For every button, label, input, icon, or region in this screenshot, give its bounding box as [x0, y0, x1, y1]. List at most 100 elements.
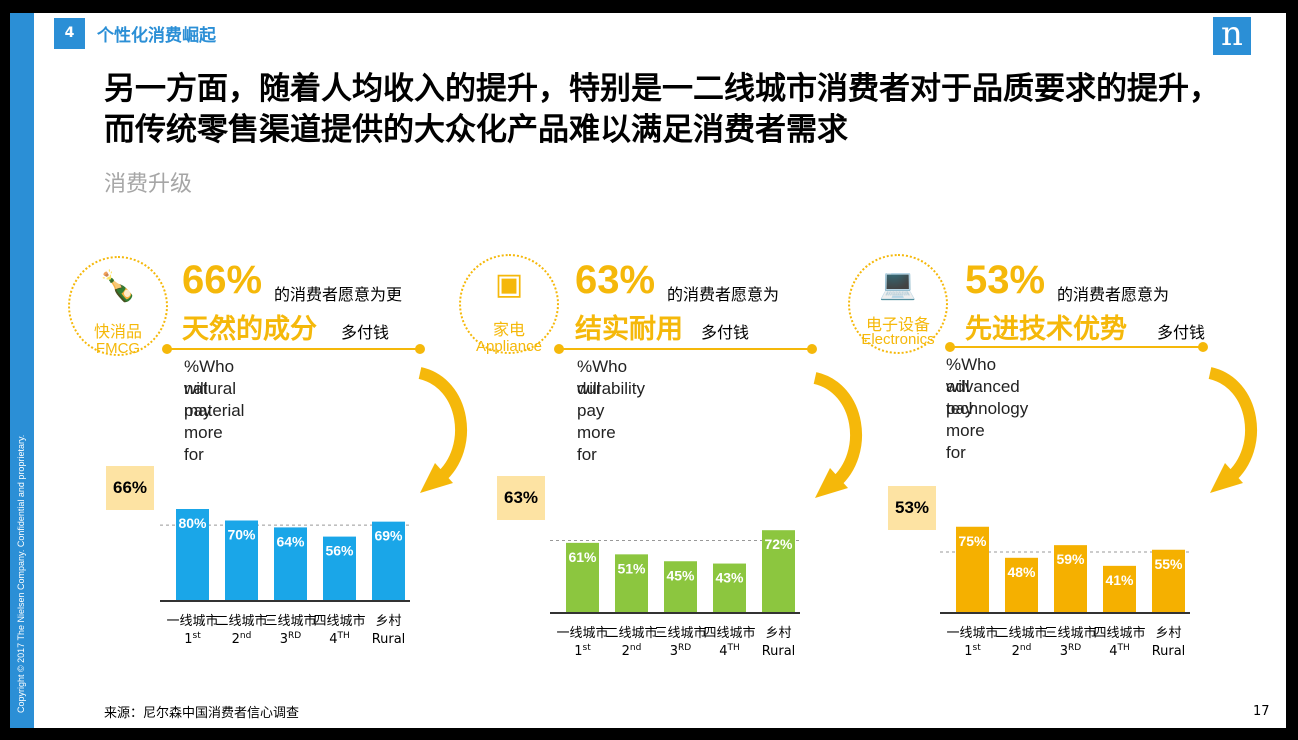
- text-post: 多付钱: [1157, 323, 1206, 342]
- bar: [762, 530, 795, 613]
- bar: [1103, 565, 1136, 613]
- curved-arrow-icon: [1208, 367, 1257, 493]
- category-en-label: 4TH: [329, 631, 350, 647]
- category-circle: [459, 254, 559, 354]
- category-en-label: 1st: [574, 643, 591, 659]
- category-en-label: 2nd: [622, 643, 642, 659]
- bar-value-label: 80%: [178, 515, 207, 531]
- bar: [1054, 545, 1087, 613]
- category-label: 乡村: [375, 614, 401, 629]
- separator-dot: [415, 344, 425, 354]
- category-zh: 快消品: [93, 322, 142, 341]
- category-en-label: 4TH: [719, 643, 740, 659]
- bar-value-label: 70%: [227, 527, 256, 543]
- separator-dot: [162, 344, 172, 354]
- section-title: 个性化消费崛起: [97, 26, 216, 46]
- separator-dot: [945, 342, 955, 352]
- separator-line: [557, 348, 812, 350]
- separator-dot: [807, 344, 817, 354]
- category-en-label: 1st: [184, 631, 201, 647]
- ordinal-suffix: st: [973, 643, 982, 653]
- desc-line-2: natural material: [184, 379, 245, 420]
- bar: [176, 509, 209, 601]
- bar-value-label: 51%: [617, 560, 646, 576]
- category-zh: 家电: [492, 320, 525, 339]
- average-box: 66%: [106, 466, 154, 510]
- category-label: 二线城市: [215, 613, 267, 629]
- average-box: 53%: [888, 486, 936, 530]
- bar-value-label: 45%: [666, 567, 695, 583]
- category-label: 三线城市: [1044, 625, 1096, 641]
- ordinal-suffix: RD: [678, 643, 691, 653]
- bar-value-label: 56%: [325, 543, 354, 559]
- category-en-label: Rural: [762, 644, 796, 659]
- text-pre: 的消费者愿意为: [1057, 285, 1170, 304]
- category-label: 四线城市: [703, 625, 755, 641]
- panel-electronics: 💻 电子设备 Electronics 53% 的消费者愿意为 先进技术优势 多付…: [10, 13, 1257, 659]
- category-label: 一线城市: [946, 625, 998, 641]
- average-box: 63%: [497, 476, 545, 520]
- headline: 另一方面，随着人均收入的提升，特别是一二线城市消费者对于品质要求的提升，而传统零…: [104, 71, 1220, 148]
- desc-line-1: %Who will pay more for: [577, 357, 628, 464]
- text-pre: 的消费者愿意为更: [274, 285, 403, 304]
- big-percent: 66%: [182, 258, 263, 302]
- category-label: 二线城市: [995, 625, 1047, 641]
- category-label: 乡村: [765, 626, 791, 641]
- bar-value-label: 55%: [1154, 556, 1183, 572]
- category-en: FMCG: [95, 340, 141, 357]
- category-en-label: 1st: [964, 643, 981, 659]
- ordinal-suffix: RD: [1068, 643, 1081, 653]
- category-en-label: 3RD: [670, 643, 692, 659]
- separator-line: [948, 346, 1203, 348]
- category-label: 四线城市: [313, 613, 365, 629]
- bar: [664, 561, 697, 613]
- category-en: Electronics: [861, 331, 935, 348]
- separator-dot: [554, 344, 564, 354]
- separator-line: [165, 348, 420, 350]
- separator-dot: [1198, 342, 1208, 352]
- bar-value-label: 41%: [1105, 572, 1134, 588]
- category-zh: 电子设备: [865, 315, 930, 334]
- text-post: 多付钱: [341, 323, 390, 342]
- bar: [615, 554, 648, 613]
- bar: [713, 563, 746, 613]
- big-percent: 53%: [965, 258, 1046, 302]
- laptop-icon: 💻: [879, 267, 917, 302]
- attribute-text: 先进技术优势: [965, 314, 1127, 345]
- desc-line-1: %Who will pay more for: [946, 355, 997, 462]
- bar: [1152, 549, 1185, 613]
- category-en-label: 4TH: [1109, 643, 1130, 659]
- category-label: 乡村: [1155, 626, 1181, 641]
- ordinal-suffix: RD: [288, 631, 301, 641]
- bar: [274, 527, 307, 601]
- ordinal-suffix: nd: [240, 631, 251, 641]
- panel-fmcg: 🍾 快消品 FMCG 66% 的消费者愿意为更 天然的成分 多付钱 %Who w…: [10, 13, 467, 647]
- left-strip: Copyright © 2017 The Nielsen Company. Co…: [10, 13, 34, 728]
- bar: [225, 520, 258, 601]
- text-pre: 的消费者愿意为: [667, 285, 780, 304]
- bottles-icon: 🍾: [99, 269, 137, 304]
- category-en-label: Rural: [1152, 644, 1186, 659]
- section-number: 4: [54, 18, 85, 49]
- bar-value-label: 72%: [764, 536, 793, 552]
- category-label: 三线城市: [264, 613, 316, 629]
- attribute-text: 天然的成分: [182, 314, 317, 345]
- bar-value-label: 75%: [958, 533, 987, 549]
- text-post: 多付钱: [701, 323, 750, 342]
- curved-arrow-icon: [813, 372, 862, 498]
- bar: [566, 542, 599, 613]
- category-label: 三线城市: [654, 625, 706, 641]
- category-label: 一线城市: [556, 625, 608, 641]
- ordinal-suffix: st: [193, 631, 202, 641]
- bar-value-label: 59%: [1056, 551, 1085, 567]
- desc-line-2: advanced technology: [946, 377, 1029, 418]
- nielsen-logo: n: [1213, 17, 1251, 55]
- bar-value-label: 64%: [276, 533, 305, 549]
- category-label: 一线城市: [166, 613, 218, 629]
- washing-machine-icon: ▣: [494, 267, 524, 302]
- bar-value-label: 48%: [1007, 564, 1036, 580]
- bar: [323, 536, 356, 601]
- ordinal-suffix: TH: [1117, 643, 1130, 653]
- page-number: 17: [1253, 704, 1270, 719]
- ordinal-suffix: nd: [1020, 643, 1031, 653]
